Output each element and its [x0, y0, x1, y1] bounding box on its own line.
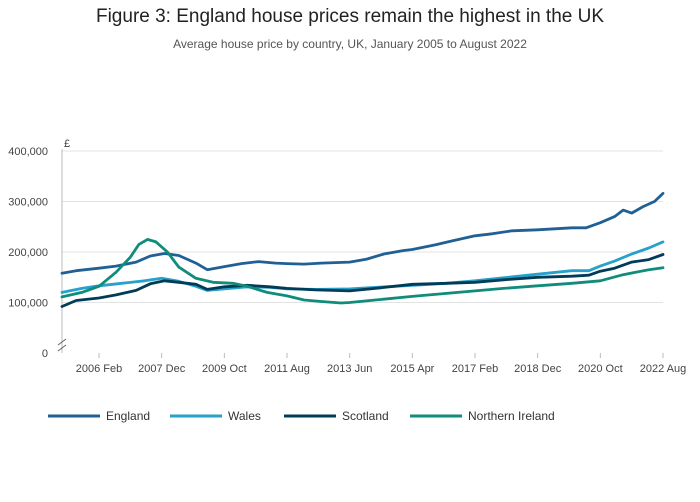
x-tick-label: 2022 Aug	[640, 363, 687, 375]
series-line-scotland	[60, 253, 665, 308]
legend-label-northern-ireland: Northern Ireland	[468, 409, 555, 423]
chart-subtitle: Average house price by country, UK, Janu…	[173, 37, 527, 51]
y-axis-label: £	[64, 138, 70, 150]
series-line-northern-ireland	[60, 238, 665, 305]
x-tick-label: 2018 Dec	[514, 363, 562, 375]
axis-break-mark	[57, 344, 67, 352]
y-tick-label: 200,000	[8, 247, 48, 259]
x-tick-label: 2015 Apr	[390, 363, 434, 375]
series-line-england	[60, 192, 665, 275]
legend-label-england: England	[106, 409, 150, 423]
x-tick-label: 2013 Jun	[327, 363, 372, 375]
y-tick-label: 400,000	[8, 146, 48, 158]
x-tick-label: 2009 Oct	[202, 363, 247, 375]
legend-label-scotland: Scotland	[342, 409, 389, 423]
y-tick-label: 0	[42, 348, 48, 360]
x-tick-label: 2017 Feb	[452, 363, 498, 375]
x-tick-label: 2006 Feb	[76, 363, 122, 375]
y-tick-label: 300,000	[8, 197, 48, 209]
y-tick-label: 100,000	[8, 298, 48, 310]
legend-label-wales: Wales	[228, 409, 261, 423]
x-tick-label: 2020 Oct	[578, 363, 623, 375]
x-tick-label: 2011 Aug	[264, 363, 310, 375]
chart-title: Figure 3: England house prices remain th…	[95, 6, 605, 27]
x-tick-label: 2007 Dec	[138, 363, 186, 375]
axis-break-mark	[57, 338, 67, 346]
